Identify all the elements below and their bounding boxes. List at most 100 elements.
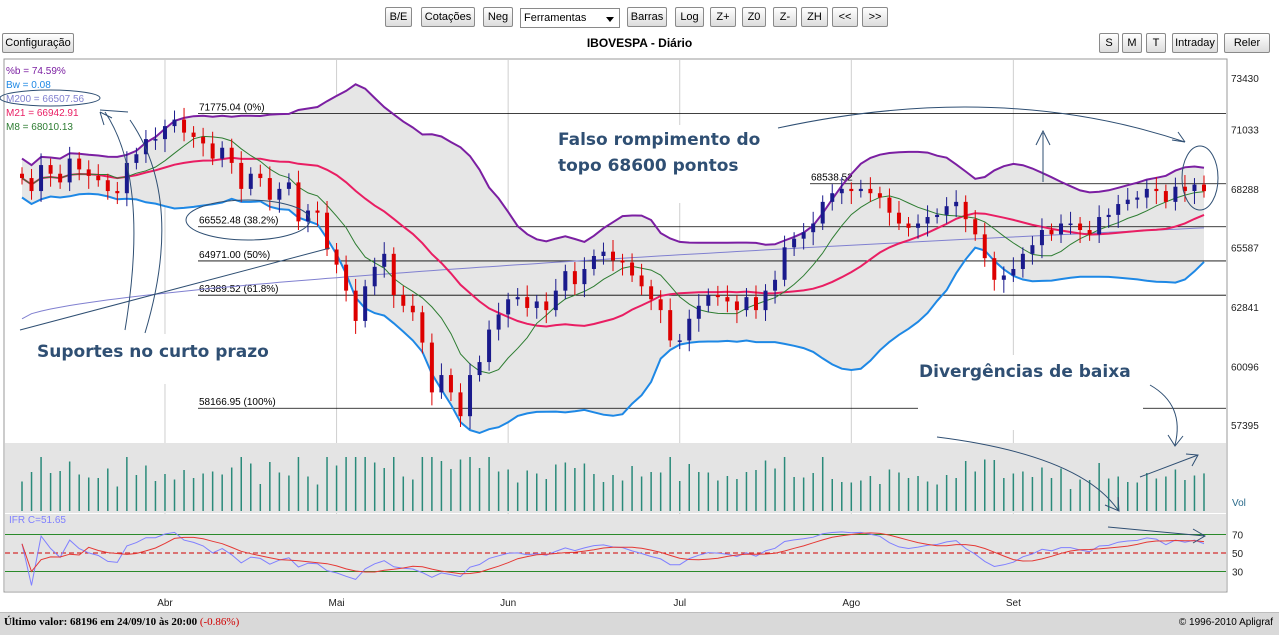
x-tick-label: Abr bbox=[157, 598, 173, 609]
candle-body bbox=[896, 212, 901, 224]
y-tick-label: 65587 bbox=[1231, 244, 1259, 255]
candle-body bbox=[753, 297, 758, 311]
candle-body bbox=[162, 126, 167, 140]
candle-body bbox=[744, 297, 749, 311]
candle-body bbox=[611, 251, 615, 261]
candle-body bbox=[305, 210, 310, 222]
candle-body bbox=[944, 206, 949, 215]
candle-body bbox=[229, 147, 234, 163]
candle-body bbox=[134, 154, 139, 163]
candle-body bbox=[1011, 268, 1016, 276]
candle-body bbox=[1030, 245, 1035, 254]
candle-body bbox=[1039, 230, 1044, 246]
fibonacci-label: 71775.04 (0%) bbox=[199, 103, 265, 114]
cotacoes-button[interactable]: Cotações bbox=[421, 7, 475, 27]
candle-body bbox=[563, 271, 568, 291]
candle-body bbox=[1202, 184, 1206, 192]
m-button[interactable]: M bbox=[1122, 33, 1142, 53]
be-button[interactable]: B/E bbox=[385, 7, 412, 27]
x-tick-label: Mai bbox=[329, 598, 345, 609]
y-tick-label: 68288 bbox=[1231, 185, 1259, 196]
candle-body bbox=[668, 310, 673, 341]
candle-body bbox=[210, 143, 215, 159]
intraday-button[interactable]: Intraday bbox=[1172, 33, 1218, 53]
candle-body bbox=[963, 201, 968, 220]
candle-body bbox=[763, 290, 768, 311]
x-tick-label: Set bbox=[1006, 598, 1021, 609]
last-value-change: (-0.86%) bbox=[199, 616, 240, 628]
zoom-h-button[interactable]: ZH bbox=[801, 7, 828, 27]
x-tick-label: Ago bbox=[842, 598, 860, 609]
divergence-arrow-1 bbox=[1149, 384, 1184, 447]
legend-entry: %b = 74.59% bbox=[6, 66, 66, 77]
y-tick-label: 73430 bbox=[1231, 74, 1259, 85]
tools-select[interactable]: Ferramentas bbox=[520, 8, 620, 28]
top-highlight-ellipse bbox=[1181, 145, 1219, 211]
chart-title: IBOVESPA - Diário bbox=[586, 36, 693, 50]
candle-body bbox=[811, 223, 816, 233]
candle-body bbox=[115, 191, 120, 194]
support-arrow-1 bbox=[104, 111, 135, 331]
log-button[interactable]: Log bbox=[675, 7, 704, 27]
candle-body bbox=[153, 139, 158, 141]
zoom-reset-button[interactable]: Z0 bbox=[742, 7, 766, 27]
candle-body bbox=[1059, 223, 1064, 235]
t-button[interactable]: T bbox=[1146, 33, 1166, 53]
zoom-out-button[interactable]: Z- bbox=[773, 7, 797, 27]
y-tick-label: 62841 bbox=[1231, 303, 1259, 314]
reler-button[interactable]: Reler bbox=[1224, 33, 1270, 53]
ifr-label: IFR C=51.65 bbox=[9, 515, 66, 526]
candle-body bbox=[410, 305, 415, 313]
false-break-arrow bbox=[777, 106, 1186, 143]
candle-body bbox=[1144, 188, 1149, 198]
trendline-m200 bbox=[19, 247, 331, 331]
candle-body bbox=[925, 217, 930, 224]
annotation-drawings bbox=[0, 89, 1219, 544]
legend-entry: M8 = 68010.13 bbox=[6, 122, 73, 133]
candle-body bbox=[277, 188, 282, 200]
bollinger-lower bbox=[21, 192, 1205, 435]
barras-button[interactable]: Barras bbox=[627, 7, 667, 27]
candle-body bbox=[58, 173, 63, 183]
ifr-level-label: 30 bbox=[1232, 568, 1244, 579]
chart[interactable]: 71775.04 (0%) 68538.52 66552.48 (38.2%) 649… bbox=[0, 56, 1279, 612]
volume-label: Vol bbox=[1232, 498, 1246, 509]
candle-body bbox=[429, 342, 434, 393]
candle-body bbox=[487, 329, 492, 363]
candle-body bbox=[734, 301, 739, 311]
scroll-right-button[interactable]: >> bbox=[862, 7, 888, 27]
x-tick-label: Jun bbox=[500, 598, 516, 609]
candle-body bbox=[906, 223, 911, 228]
candle-body bbox=[572, 271, 577, 285]
last-value-label: Último valor: 68196 em 24/09/10 às 20:00 bbox=[4, 616, 198, 628]
x-tick-label: Jul bbox=[673, 598, 686, 609]
candle-body bbox=[992, 258, 997, 280]
candle-body bbox=[830, 193, 835, 202]
candle-body bbox=[601, 251, 606, 256]
candle-body bbox=[201, 136, 206, 144]
candle-body bbox=[782, 247, 787, 280]
false-break-note-line1: Falso rompimento do bbox=[558, 130, 760, 150]
candle-body bbox=[620, 260, 625, 263]
candle-body bbox=[86, 169, 91, 176]
support-arrow-2 bbox=[129, 119, 163, 334]
candle-body bbox=[1182, 186, 1187, 192]
s-button[interactable]: S bbox=[1099, 33, 1119, 53]
support-arrow-3 bbox=[99, 109, 129, 113]
candle-body bbox=[391, 253, 396, 295]
configuracao-button[interactable]: Configuração bbox=[2, 33, 74, 53]
zoom-in-button[interactable]: Z+ bbox=[710, 7, 736, 27]
candle-body bbox=[792, 238, 797, 248]
divergence-arrow-2 bbox=[936, 436, 1120, 512]
candle-body bbox=[124, 162, 129, 194]
candle-body bbox=[29, 178, 34, 192]
candle-body bbox=[954, 201, 959, 207]
support-arrowhead-1 bbox=[99, 111, 113, 126]
candle-body bbox=[96, 175, 101, 181]
candle-body bbox=[1135, 197, 1140, 200]
candle-body bbox=[496, 314, 501, 330]
candle-body bbox=[515, 297, 520, 300]
scroll-left-button[interactable]: << bbox=[832, 7, 858, 27]
y-tick-label: 57395 bbox=[1231, 421, 1259, 432]
neg-button[interactable]: Neg bbox=[483, 7, 513, 27]
